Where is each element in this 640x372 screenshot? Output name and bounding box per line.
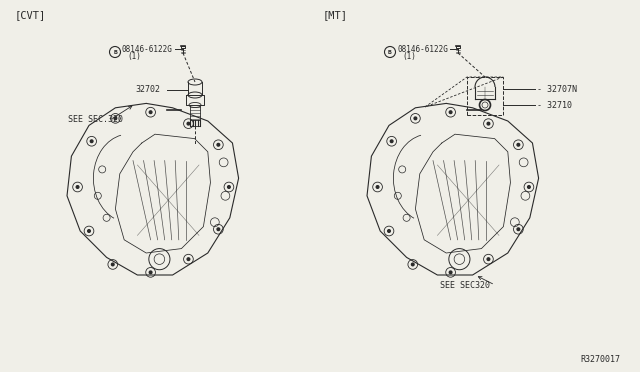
Circle shape bbox=[228, 186, 230, 188]
Text: 32702: 32702 bbox=[135, 86, 160, 94]
Circle shape bbox=[90, 140, 93, 142]
Circle shape bbox=[388, 230, 390, 232]
Circle shape bbox=[487, 258, 490, 260]
Text: B: B bbox=[113, 49, 117, 55]
Circle shape bbox=[449, 271, 452, 274]
Circle shape bbox=[217, 144, 220, 146]
Text: 08146-6122G: 08146-6122G bbox=[397, 45, 448, 54]
Text: [CVT]: [CVT] bbox=[15, 10, 46, 20]
Text: SEE SEC.320: SEE SEC.320 bbox=[68, 115, 123, 125]
Circle shape bbox=[517, 144, 520, 146]
Text: R3270017: R3270017 bbox=[580, 356, 620, 365]
Circle shape bbox=[149, 111, 152, 113]
Circle shape bbox=[187, 122, 189, 125]
Circle shape bbox=[187, 258, 189, 260]
Circle shape bbox=[412, 263, 414, 266]
Circle shape bbox=[88, 230, 90, 232]
Circle shape bbox=[487, 122, 490, 125]
Circle shape bbox=[149, 271, 152, 274]
Text: (1): (1) bbox=[402, 51, 416, 61]
Circle shape bbox=[517, 228, 520, 231]
Circle shape bbox=[390, 140, 393, 142]
Text: [MT]: [MT] bbox=[323, 10, 348, 20]
Circle shape bbox=[114, 117, 116, 120]
Text: B: B bbox=[388, 49, 392, 55]
Bar bbox=[467, 77, 503, 115]
Circle shape bbox=[449, 111, 452, 113]
Text: - 32710: - 32710 bbox=[537, 100, 572, 109]
Text: - 32707N: - 32707N bbox=[537, 84, 577, 93]
Text: SEE SEC320: SEE SEC320 bbox=[440, 280, 490, 289]
Circle shape bbox=[76, 186, 79, 188]
Circle shape bbox=[111, 263, 114, 266]
Circle shape bbox=[217, 228, 220, 231]
Text: 08146-6122G: 08146-6122G bbox=[122, 45, 173, 54]
Circle shape bbox=[414, 117, 417, 120]
Circle shape bbox=[376, 186, 379, 188]
Text: (1): (1) bbox=[127, 51, 141, 61]
Circle shape bbox=[527, 186, 530, 188]
